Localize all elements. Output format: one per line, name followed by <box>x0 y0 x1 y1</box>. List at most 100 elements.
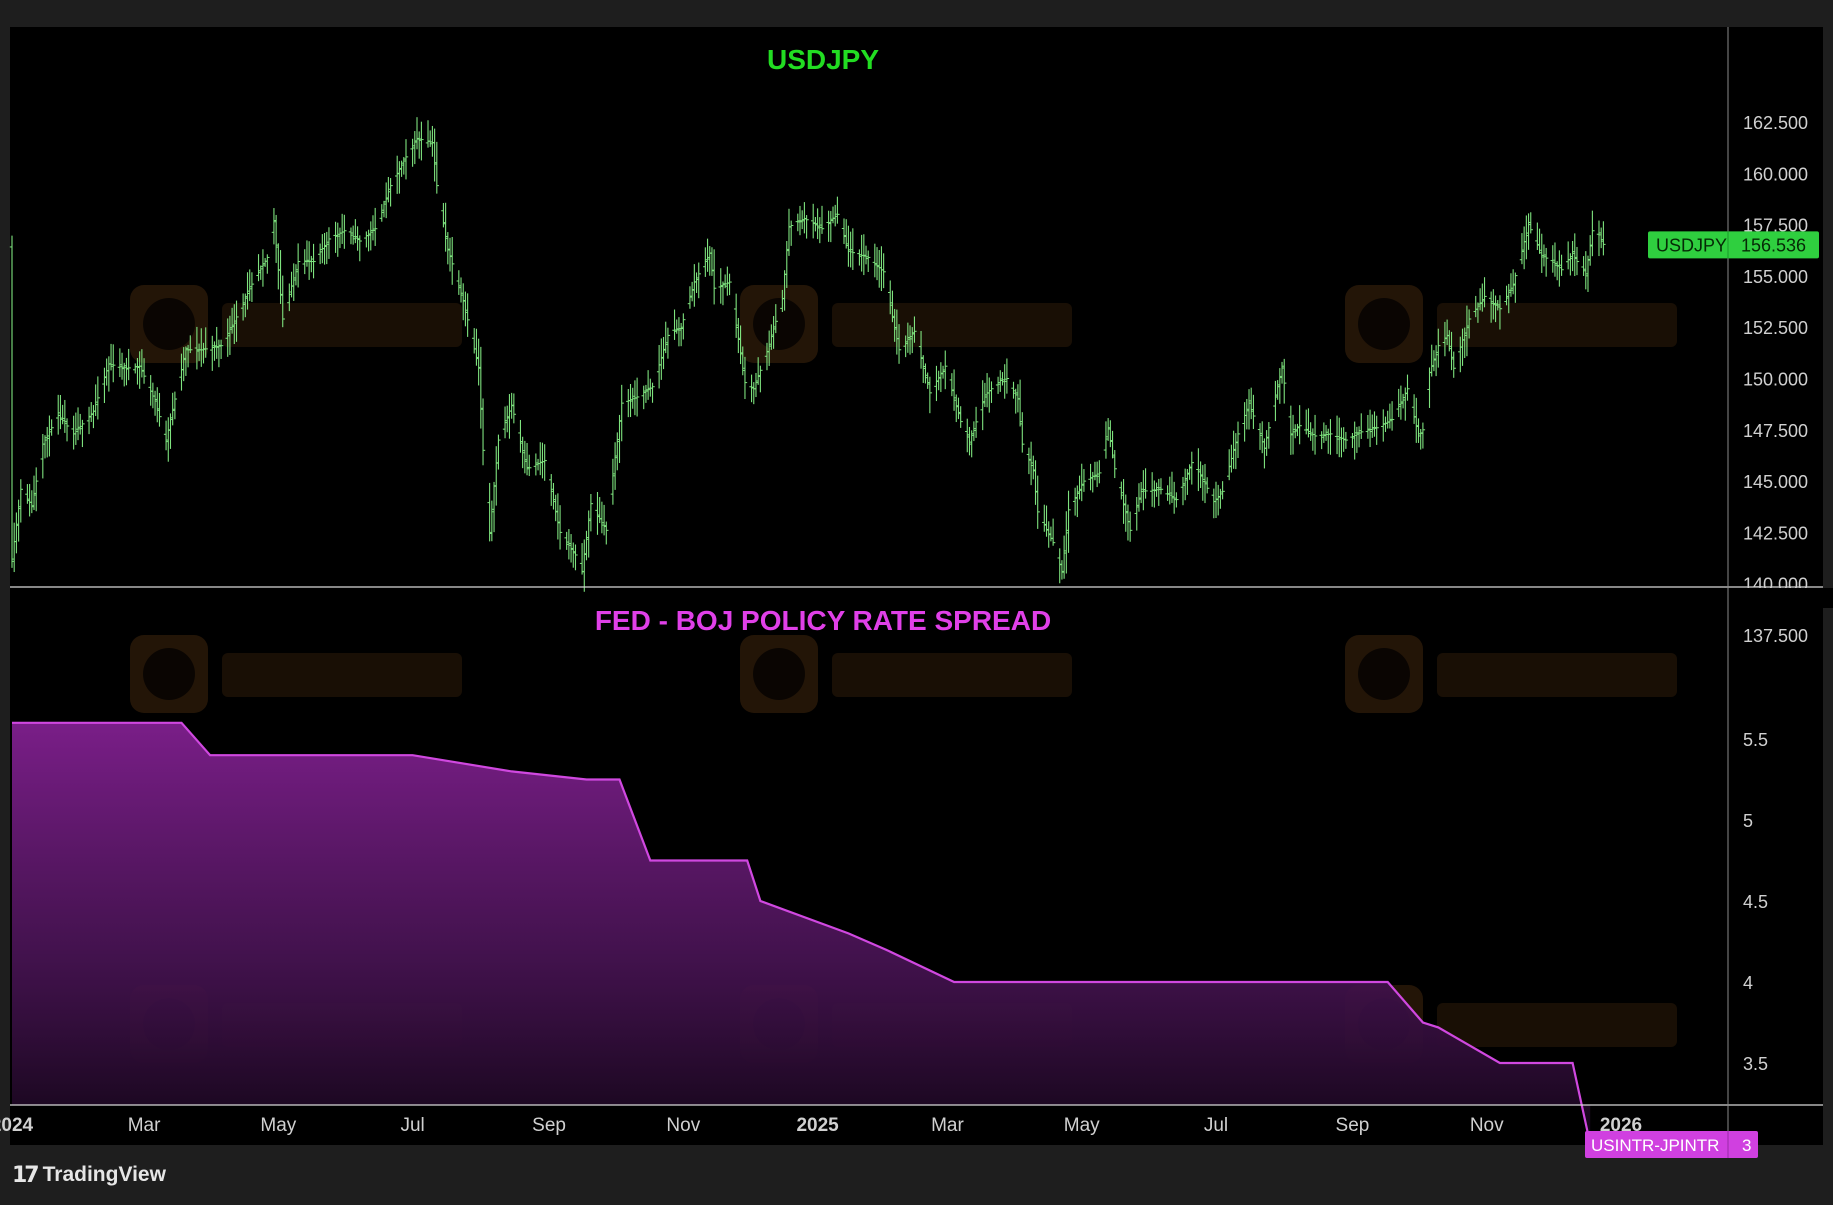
price-axis-tick: 162.500 <box>1743 113 1808 133</box>
usdjpy-bar <box>311 243 316 279</box>
usdjpy-bar <box>49 419 54 436</box>
usdjpy-bar <box>342 214 347 249</box>
watermark <box>1345 635 1677 713</box>
usdjpy-bar <box>619 384 624 442</box>
spread-pane: FED - BOJ POLICY RATE SPREAD <box>12 605 1592 1145</box>
time-axis-tick: May <box>1064 1115 1100 1136</box>
time-axis-tick: Sep <box>1336 1115 1370 1136</box>
usdjpy-bar <box>727 273 732 296</box>
time-axis-tick: Jul <box>1204 1115 1228 1136</box>
time-axis-tick: 2024 <box>0 1115 34 1136</box>
usdjpy-bar <box>1389 401 1395 431</box>
usdjpy-bar <box>989 381 994 403</box>
usdjpy-bar <box>1543 247 1549 277</box>
usdjpy-bar <box>34 467 39 512</box>
spread-axis-tick: 3.5 <box>1743 1054 1768 1074</box>
usdjpy-bar <box>1451 351 1456 378</box>
usdjpy-bar <box>742 356 748 400</box>
spread-value-axis[interactable]: 5.5 5 4.5 4 3.5 <box>1743 730 1768 1074</box>
time-axis-tick: Jul <box>400 1115 424 1136</box>
usdjpy-bar <box>1513 272 1518 303</box>
usdjpy-bar <box>1143 468 1148 499</box>
usdjpy-bar <box>203 327 208 358</box>
spread-axis-tick: 4 <box>1743 973 1753 993</box>
usdjpy-bar <box>1174 492 1179 508</box>
watermark <box>130 285 462 363</box>
usdjpy-bar <box>1266 422 1272 449</box>
usdjpy-bar <box>496 434 501 470</box>
spread-line <box>12 721 1592 1145</box>
usdjpy-bar <box>403 139 409 180</box>
usdjpy-bar <box>1482 277 1487 308</box>
time-axis-tick: 2025 <box>796 1115 839 1136</box>
time-axis-tick: Mar <box>931 1115 964 1136</box>
usdjpy-bar <box>573 544 578 571</box>
usdjpy-bar <box>896 324 902 364</box>
usdjpy-bar <box>1282 358 1287 404</box>
usdjpy-bar <box>1374 415 1379 445</box>
price-axis-tick: 137.500 <box>1743 626 1808 646</box>
usdjpy-bar <box>172 391 178 420</box>
time-axis-tick: Nov <box>666 1115 700 1136</box>
spread-title: FED - BOJ POLICY RATE SPREAD <box>595 605 1051 636</box>
spread-tag-symbol: USINTR-JPINTR <box>1591 1136 1719 1155</box>
usdjpy-bar <box>804 215 809 239</box>
usdjpy-price-axis[interactable]: 162.500 160.000 157.500 155.000 152.500 150.0… <box>1729 113 1833 646</box>
watermark <box>740 635 1072 713</box>
usdjpy-bar <box>1035 475 1040 529</box>
watermark <box>1345 285 1677 363</box>
usdjpy-bar <box>696 262 701 299</box>
usdjpy-bar <box>434 141 440 194</box>
usdjpy-bar <box>1328 419 1333 455</box>
usdjpy-bar <box>1066 490 1071 553</box>
usdjpy-bar <box>1020 412 1025 453</box>
usdjpy-bar <box>218 339 224 359</box>
usdjpy-bar <box>773 304 778 334</box>
tradingview-icon: 17 <box>12 1162 40 1188</box>
usdjpy-bar <box>927 376 933 414</box>
tradingview-logo[interactable]: 17 TradingView <box>12 1160 166 1190</box>
usdjpy-bar <box>126 348 131 381</box>
usdjpy-bar <box>234 300 239 342</box>
usdjpy-bar <box>64 418 70 442</box>
spread-area <box>12 722 1591 1144</box>
usdjpy-bar <box>1189 451 1194 485</box>
usdjpy-bar <box>1158 478 1164 495</box>
usdjpy-bar <box>1127 511 1133 542</box>
usdjpy-bar <box>1081 469 1087 492</box>
usdjpy-tag-symbol: USDJPY <box>1656 235 1727 255</box>
usdjpy-bar <box>1601 221 1606 256</box>
usdjpy-bar <box>157 392 162 427</box>
usdjpy-bar <box>1559 254 1564 276</box>
price-axis-tick: 155.000 <box>1743 267 1808 287</box>
usdjpy-bar <box>265 254 270 274</box>
usdjpy-bar <box>588 494 594 532</box>
usdjpy-bar <box>111 344 116 383</box>
price-axis-tick: 157.500 <box>1743 216 1808 236</box>
usdjpy-bar <box>527 454 532 477</box>
time-axis[interactable]: 2024 Mar May Jul Sep Nov 2025 Mar May Jul Sep Nov 20… <box>0 1115 1642 1136</box>
usdjpy-bar <box>357 235 362 262</box>
usdjpy-bar <box>758 365 763 393</box>
usdjpy-bar <box>1251 394 1256 430</box>
usdjpy-bar <box>866 250 871 273</box>
usdjpy-bar <box>912 316 917 343</box>
time-axis-tick: Mar <box>128 1115 161 1136</box>
usdjpy-bar <box>881 253 886 289</box>
usdjpy-bar <box>1004 358 1010 394</box>
time-axis-tick: Sep <box>532 1115 566 1136</box>
price-axis-tick: 150.000 <box>1743 370 1808 390</box>
usdjpy-bar <box>1220 481 1225 500</box>
spread-axis-tick: 5 <box>1743 811 1753 831</box>
usdjpy-bar <box>1497 295 1503 330</box>
usdjpy-bar <box>1312 414 1318 455</box>
usdjpy-bar <box>1235 421 1241 459</box>
tradingview-logo-text: TradingView <box>42 1163 166 1186</box>
usdjpy-bar <box>1405 374 1410 401</box>
time-axis-tick: May <box>260 1115 296 1136</box>
usdjpy-bar <box>1359 413 1364 439</box>
usdjpy-bar <box>1420 422 1426 449</box>
price-axis-tick: 160.000 <box>1743 164 1808 184</box>
usdjpy-title: USDJPY <box>767 44 879 75</box>
